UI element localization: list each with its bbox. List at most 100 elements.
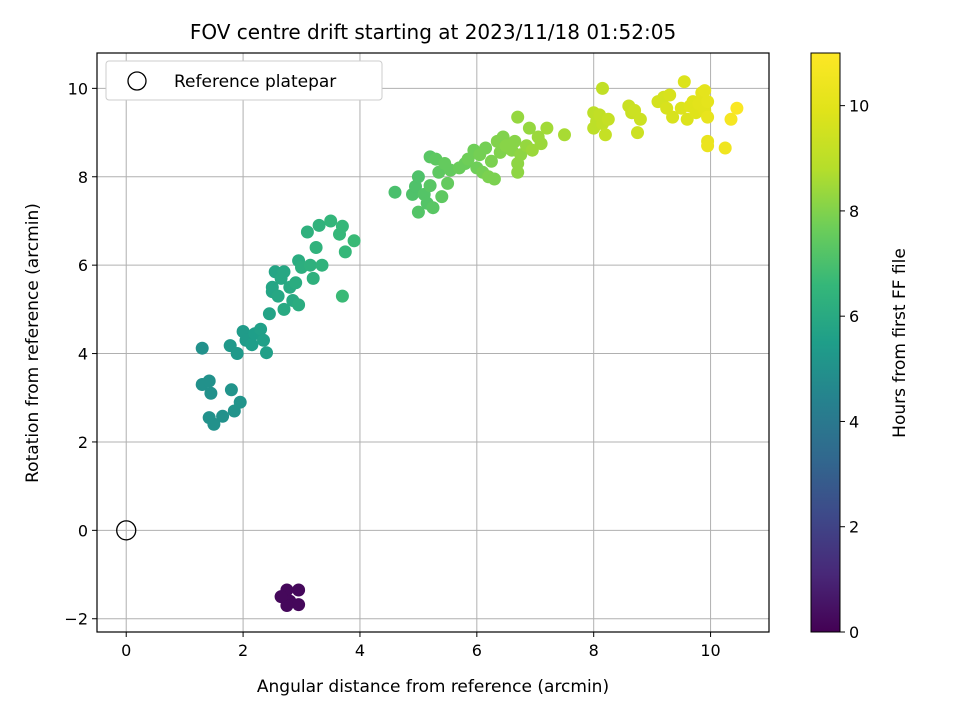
- data-point: [338, 245, 352, 259]
- data-point: [701, 95, 715, 109]
- data-point: [598, 128, 612, 142]
- data-point: [730, 101, 744, 115]
- data-point: [511, 165, 525, 179]
- reference-platepar-point: [116, 520, 137, 541]
- x-tick-label: 8: [589, 641, 599, 660]
- y-tick-label: 10: [68, 79, 88, 98]
- data-point: [698, 84, 712, 98]
- data-point: [195, 341, 209, 355]
- data-point: [324, 214, 338, 228]
- colorbar-tick-label: 6: [849, 307, 859, 326]
- data-point: [216, 409, 230, 423]
- data-point: [257, 333, 270, 347]
- x-axis-label: Angular distance from reference (arcmin): [257, 677, 609, 697]
- data-point: [484, 154, 498, 168]
- data-point: [426, 201, 440, 215]
- data-point: [233, 395, 247, 409]
- legend-marker-reference: [127, 71, 147, 91]
- colorbar-tick-label: 0: [849, 623, 859, 642]
- data-point: [435, 190, 449, 204]
- data-point: [601, 112, 615, 126]
- data-point: [271, 289, 285, 303]
- data-point: [202, 374, 216, 388]
- x-tick-label: 10: [700, 641, 720, 660]
- data-point: [666, 110, 680, 124]
- grid: [97, 53, 769, 632]
- data-point: [335, 219, 349, 233]
- colorbar-tick-label: 10: [849, 97, 869, 116]
- legend-box: [105, 60, 383, 101]
- x-tick-label: 6: [472, 641, 482, 660]
- y-tick-label: 0: [78, 521, 88, 540]
- data-point: [277, 302, 291, 316]
- colorbar-label: Hours from first FF file: [890, 248, 910, 438]
- data-point: [479, 141, 493, 155]
- colorbar-gradient: [810, 52, 841, 633]
- y-tick-label: −2: [64, 610, 88, 629]
- data-point: [522, 121, 536, 135]
- data-point: [262, 307, 276, 321]
- data-point: [312, 218, 326, 232]
- x-tick-label: 2: [238, 641, 248, 660]
- data-point: [701, 110, 715, 124]
- data-point: [230, 347, 244, 360]
- data-point: [411, 205, 425, 219]
- data-point: [347, 234, 361, 248]
- data-point: [274, 590, 288, 604]
- data-point: [388, 185, 402, 199]
- legend: Reference platepar: [105, 60, 383, 101]
- y-tick-label: 8: [78, 168, 88, 187]
- x-axis-ticks: 0 2 4 6 8 10: [121, 632, 721, 660]
- data-points: [116, 75, 744, 612]
- data-point: [292, 598, 306, 612]
- plot-area-frame: [96, 52, 770, 633]
- data-point: [335, 289, 349, 303]
- data-point: [277, 265, 291, 279]
- data-point: [724, 112, 738, 126]
- data-point: [245, 338, 259, 352]
- data-point: [260, 346, 273, 360]
- data-point: [423, 179, 437, 193]
- colorbar-tick-label: 4: [849, 412, 859, 431]
- x-tick-label: 4: [355, 641, 365, 660]
- data-point: [631, 126, 644, 140]
- y-axis-ticks: −2 0 2 4 6 8 10: [64, 79, 97, 629]
- data-point: [558, 128, 571, 142]
- colorbar-ticks: 0 2 4 6 8 10: [840, 97, 869, 642]
- data-point: [441, 176, 455, 190]
- data-point: [487, 172, 501, 186]
- data-point: [254, 322, 268, 336]
- y-axis-label: Rotation from reference (arcmin): [23, 203, 43, 483]
- data-point: [224, 383, 238, 397]
- data-point: [207, 417, 221, 431]
- data-point: [300, 225, 314, 239]
- legend-entry: Reference platepar: [174, 72, 336, 92]
- data-point: [718, 141, 732, 155]
- data-point: [411, 170, 425, 184]
- data-point: [534, 137, 548, 151]
- y-tick-label: 4: [78, 345, 88, 364]
- data-point: [289, 276, 303, 290]
- colorbar-tick-label: 8: [849, 202, 859, 221]
- data-point: [309, 241, 323, 254]
- data-point: [508, 134, 522, 148]
- chart-title: FOV centre drift starting at 2023/11/18 …: [190, 20, 676, 44]
- data-point: [511, 110, 525, 124]
- data-point: [292, 583, 306, 597]
- data-point: [303, 258, 317, 272]
- data-point: [596, 81, 609, 95]
- data-point: [677, 75, 691, 89]
- colorbar-tick-label: 2: [849, 518, 859, 537]
- data-point: [204, 386, 218, 400]
- colorbar: 0 2 4 6 8 10 Hours from first FF file: [810, 52, 910, 642]
- data-point: [540, 121, 554, 135]
- data-point: [306, 271, 320, 285]
- data-point: [633, 112, 647, 126]
- data-point: [701, 139, 715, 153]
- y-tick-label: 6: [78, 256, 88, 275]
- x-tick-label: 0: [121, 641, 131, 660]
- data-point: [315, 258, 329, 272]
- data-point: [292, 298, 306, 312]
- data-point: [663, 88, 677, 102]
